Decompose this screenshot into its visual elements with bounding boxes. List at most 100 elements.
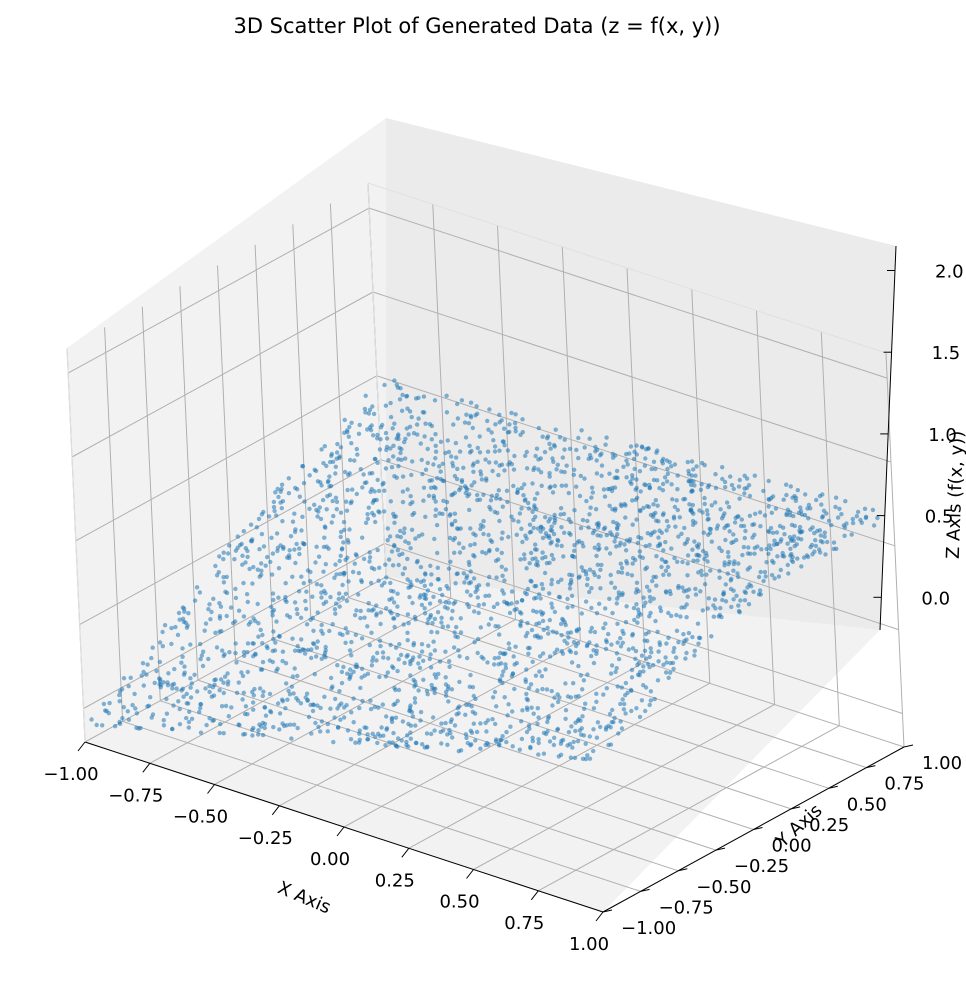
scatter-point (251, 707, 256, 712)
scatter-point (348, 457, 353, 463)
scatter-point (594, 458, 599, 463)
scatter-point (696, 570, 701, 575)
scatter-point (504, 729, 509, 735)
scatter-point (488, 498, 494, 503)
scatter-point (429, 682, 434, 688)
scatter-point (308, 617, 313, 622)
scatter-point (693, 586, 698, 592)
scatter-point (531, 467, 536, 473)
scatter-point (314, 654, 319, 659)
scatter-point (270, 648, 275, 654)
scatter-point (432, 648, 438, 653)
scatter-point (187, 709, 192, 714)
scatter-point (771, 542, 777, 547)
scatter-point (372, 489, 377, 494)
scatter-point (405, 612, 411, 617)
scatter-point (121, 676, 127, 681)
scatter-point (287, 548, 292, 553)
scatter-point (726, 504, 732, 510)
scatter-point (742, 535, 747, 541)
scatter-point (340, 632, 345, 638)
scatter-point (384, 575, 389, 580)
scatter-point (448, 719, 453, 725)
scatter-point (720, 597, 725, 603)
scatter-point (727, 529, 732, 534)
scatter-point (829, 522, 834, 528)
scatter-point (391, 702, 396, 707)
scatter-point (647, 664, 652, 670)
scatter-point (629, 481, 634, 486)
scatter-point (675, 559, 680, 564)
scatter-point (634, 602, 639, 607)
scatter-point (532, 634, 538, 639)
scatter-point (577, 493, 583, 499)
scatter-point (396, 464, 401, 469)
scatter-point (371, 411, 377, 417)
z-axis-label: Z Axis (f(x, y)) (943, 430, 966, 559)
scatter-point (262, 705, 268, 710)
scatter-point (497, 743, 502, 748)
scatter-point (813, 543, 819, 549)
scatter-point (582, 476, 587, 481)
scatter-point (435, 550, 440, 556)
scatter-point (731, 486, 736, 492)
scatter-point (484, 729, 489, 734)
scatter-point (668, 660, 673, 666)
scatter-point (790, 495, 795, 500)
scatter-point (464, 735, 469, 741)
scatter-point (604, 533, 609, 538)
scatter-point (149, 715, 154, 720)
scatter-point (386, 557, 392, 562)
scatter-point (659, 530, 664, 535)
scatter-point (726, 562, 731, 567)
scatter-point (554, 543, 560, 548)
scatter-point (439, 615, 444, 620)
scatter-point (420, 532, 425, 537)
scatter-point (646, 504, 652, 510)
scatter-point (223, 703, 229, 709)
scatter-point (128, 675, 133, 680)
scatter-point (366, 411, 372, 416)
scatter-point (489, 493, 494, 499)
scatter-point (250, 581, 255, 586)
scatter-point (403, 539, 408, 544)
scatter-point (443, 507, 449, 512)
scatter-point (684, 615, 689, 620)
scatter-point (444, 393, 449, 398)
z-tick-label: 2.0 (935, 262, 964, 283)
scatter-point (540, 651, 546, 656)
scatter-point (637, 673, 642, 678)
scatter-point (747, 513, 753, 518)
scatter-point (395, 591, 400, 596)
scatter-point (472, 554, 477, 559)
z-tick-label: 0.5 (925, 507, 954, 528)
scatter-point (793, 498, 798, 503)
scatter-point (692, 483, 697, 488)
scatter-point (443, 720, 448, 726)
scatter-point (402, 526, 407, 531)
scatter-point (736, 574, 741, 580)
scatter-point (402, 566, 407, 571)
scatter-point (240, 562, 245, 567)
scatter-point (788, 546, 793, 551)
scatter-point (630, 476, 635, 481)
scatter-point (525, 630, 530, 636)
scatter-point (766, 504, 771, 509)
scatter-point (624, 451, 629, 457)
scatter-point (624, 561, 630, 566)
scatter-point (822, 530, 827, 535)
scatter-point (612, 585, 618, 590)
scatter-point (562, 469, 567, 475)
scatter-point (346, 540, 351, 545)
scatter-point (536, 737, 541, 742)
scatter-point (280, 658, 285, 664)
scatter-point (732, 520, 738, 525)
scatter-point (493, 558, 499, 563)
scatter-point (782, 532, 787, 537)
scatter-point (403, 456, 408, 461)
scatter-point (133, 706, 138, 711)
scatter-point (497, 463, 502, 468)
scatter-point (472, 480, 477, 485)
scatter-point (464, 702, 469, 707)
scatter-point (693, 592, 699, 597)
